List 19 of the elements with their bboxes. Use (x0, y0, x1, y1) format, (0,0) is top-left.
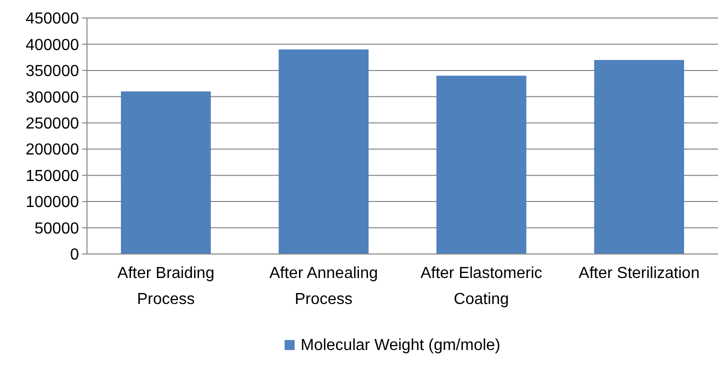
y-tick-label: 200000 (26, 142, 80, 159)
y-tick-label: 50000 (34, 220, 80, 238)
y-tick-label: 300000 (26, 89, 80, 106)
y-tick-label: 350000 (26, 63, 80, 80)
x-tick-label: After Braiding Process (117, 265, 214, 308)
x-tick-label: After Elastomeric Coating (420, 265, 542, 308)
bar (594, 60, 684, 254)
bar (436, 76, 526, 254)
y-tick-label: 150000 (26, 168, 80, 185)
x-tick-label: After Sterilization (578, 265, 700, 282)
y-tick-label: 250000 (26, 115, 80, 132)
bar (278, 49, 369, 254)
legend-label: Molecular Weight (gm/mole) (300, 337, 500, 354)
bar (120, 91, 211, 254)
y-tick-label: 400000 (26, 36, 80, 54)
y-tick-label: 100000 (26, 194, 80, 212)
y-tick-label: 450000 (26, 10, 80, 28)
x-tick-label: After Annealing Process (269, 265, 378, 308)
y-tick-label: 0 (70, 246, 80, 264)
